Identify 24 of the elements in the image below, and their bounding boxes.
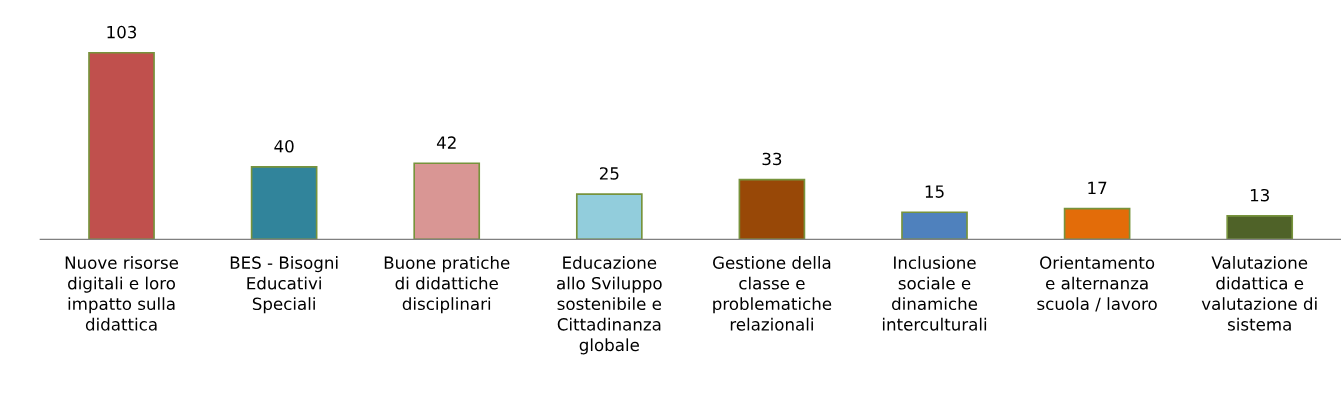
x-tick-label: Valutazione didattica e valutazione di sistema [1201, 256, 1317, 331]
bar [1063, 207, 1131, 240]
x-tick-label: Gestione della classe e problematiche relazionali [713, 256, 832, 331]
x-tick-label: Inclusione sociale e dinamiche interculturali [882, 256, 987, 331]
data-label: 40 [274, 139, 294, 153]
data-label: 17 [1088, 181, 1107, 195]
bar [413, 162, 481, 240]
bar [575, 193, 643, 240]
bar [901, 211, 968, 240]
data-label: 13 [1250, 188, 1269, 202]
x-tick-label: Orientamento e alternanza scuola / lavoro [1037, 256, 1157, 312]
data-label: 42 [436, 136, 456, 149]
bar [88, 51, 155, 240]
data-label: 15 [925, 185, 944, 198]
data-label: 25 [599, 167, 619, 180]
bar [738, 178, 806, 240]
x-tick-label: Buone pratiche di didattiche disciplinari [384, 256, 510, 314]
x-tick-label: Nuove risorse digitali e loro impatto sulla didattica [65, 256, 179, 331]
data-label: 103 [107, 25, 137, 39]
x-tick-label: BES - Bisogni Educativi Speciali [230, 256, 338, 314]
bar [1226, 215, 1294, 240]
data-label: 33 [762, 152, 782, 166]
bar [250, 166, 318, 240]
x-tick-label: Educazione allo Sviluppo sostenibile e Cittadinanza globale [557, 256, 662, 355]
